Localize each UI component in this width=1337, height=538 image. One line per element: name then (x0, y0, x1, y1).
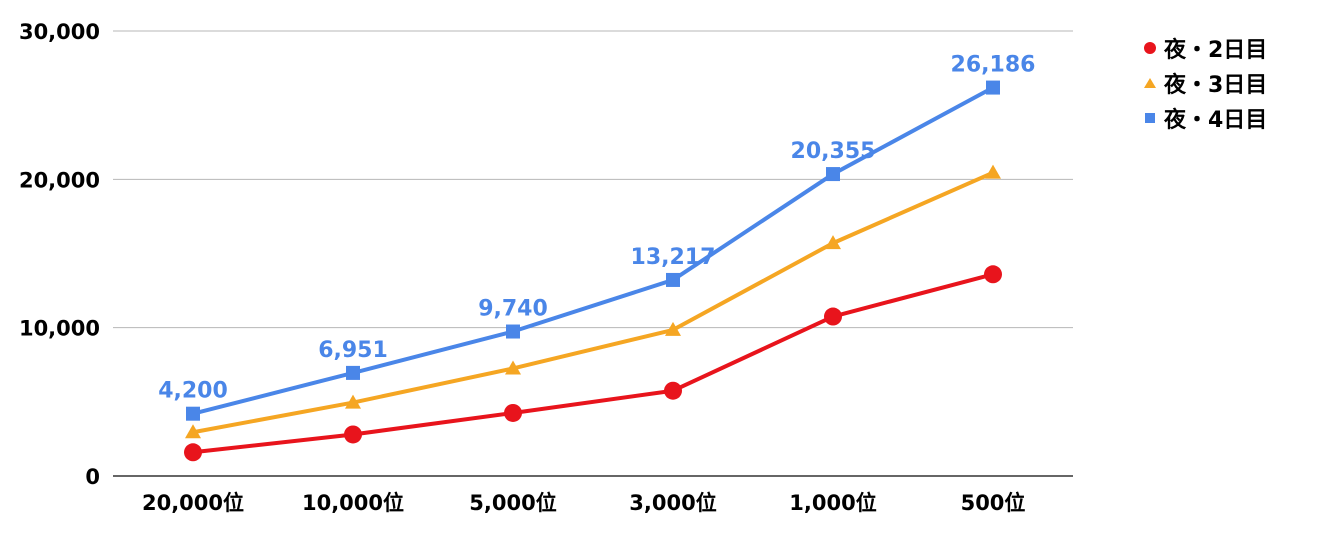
data-point (505, 360, 521, 375)
data-point (665, 321, 681, 336)
data-point (666, 272, 680, 287)
data-label: 13,217 (631, 245, 716, 270)
data-point (984, 265, 1002, 284)
data-label: 9,740 (478, 297, 548, 322)
data-point (185, 424, 201, 439)
series-3 (186, 80, 1000, 421)
series-1 (184, 265, 1002, 462)
y-tick-label: 30,000 (19, 20, 100, 44)
data-label: 20,355 (791, 139, 876, 164)
data-point (506, 324, 520, 339)
legend-label: 夜・2日目 (1164, 37, 1268, 63)
x-tick-label: 10,000位 (302, 491, 404, 515)
data-point (664, 381, 682, 400)
data-labels: 4,200 6,951 9,740 13,217 20,355 26,186 (158, 53, 1035, 404)
data-label: 6,951 (318, 338, 388, 363)
x-tick-label: 1,000位 (789, 491, 876, 515)
data-label: 4,200 (158, 379, 228, 404)
data-point (186, 406, 200, 421)
data-point (184, 443, 202, 462)
data-label: 26,186 (951, 53, 1036, 78)
data-point (985, 164, 1001, 179)
legend-item: 夜・3日目 (1140, 65, 1267, 100)
y-tick-label: 20,000 (19, 168, 100, 192)
gridlines (113, 30, 1073, 477)
x-tick-label: 20,000位 (142, 491, 244, 515)
data-point (824, 307, 842, 326)
x-axis-ticks: 20,000位 10,000位 5,000位 3,000位 1,000位 500位 (142, 491, 1025, 515)
series-line (192, 85, 994, 416)
data-point (986, 80, 1000, 95)
data-point (346, 365, 360, 380)
data-point (504, 403, 522, 422)
legend-circle-marker-icon (1140, 40, 1160, 56)
data-point (826, 167, 840, 182)
y-tick-label: 10,000 (19, 317, 100, 341)
series-group (184, 80, 1002, 462)
x-tick-label: 3,000位 (629, 491, 716, 515)
legend-label: 夜・4日目 (1164, 107, 1268, 133)
data-point (825, 235, 841, 250)
legend-square-marker-icon (1140, 110, 1160, 126)
legend-triangle-marker-icon (1140, 75, 1160, 91)
data-point (345, 394, 361, 409)
legend: 夜・2日目 夜・3日目 夜・4日目 (1140, 30, 1267, 135)
series-2 (185, 164, 1001, 439)
series-line (192, 170, 994, 435)
x-tick-label: 500位 (961, 491, 1026, 515)
legend-item: 夜・4日目 (1140, 100, 1267, 135)
legend-item: 夜・2日目 (1140, 30, 1267, 65)
y-axis-ticks: 0 10,000 20,000 30,000 (19, 20, 100, 489)
legend-label: 夜・3日目 (1164, 72, 1268, 98)
data-point (344, 425, 362, 444)
x-tick-label: 5,000位 (469, 491, 556, 515)
series-line (192, 272, 994, 455)
y-tick-label: 0 (85, 465, 100, 489)
